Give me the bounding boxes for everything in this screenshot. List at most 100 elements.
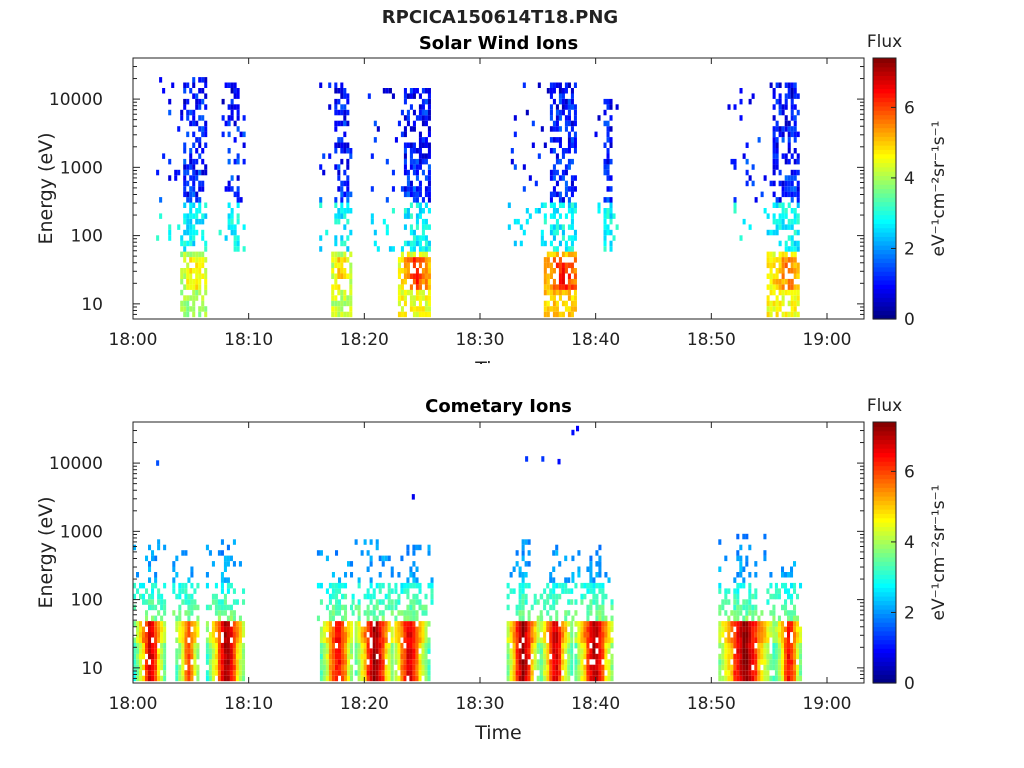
spectrogram-cell [378, 675, 382, 682]
spectrogram-cell [564, 115, 568, 121]
spectrogram-cell [748, 670, 752, 676]
spectrogram-cell [777, 621, 781, 627]
spectrogram-cell [226, 648, 230, 654]
spectrogram-cell [242, 158, 246, 165]
spectrogram-cell [586, 566, 590, 572]
spectrogram-cell [205, 544, 209, 551]
spectrogram-cell [778, 169, 782, 176]
spectrogram-cell [349, 306, 353, 312]
spectrogram-cell [154, 675, 158, 682]
spectrogram-cell [606, 197, 610, 203]
spectrogram-cell [790, 82, 794, 88]
spectrogram-cell [196, 626, 200, 633]
spectrogram-cell [322, 637, 326, 643]
spectrogram-cell [242, 626, 246, 633]
spectrogram-cell [598, 653, 602, 660]
spectrogram-cell [515, 626, 519, 633]
spectrogram-cell [787, 93, 791, 99]
spectrogram-cell [340, 306, 344, 312]
spectrogram-cell [227, 82, 231, 88]
spectrogram-cell [418, 153, 422, 159]
spectrogram-cell [512, 653, 516, 660]
spectrogram-cell [236, 235, 240, 241]
spectrogram-cell [537, 82, 541, 88]
spectrogram-cell [205, 659, 209, 665]
spectrogram-cell [331, 582, 335, 589]
spectrogram-cell [790, 278, 794, 285]
spectrogram-cell [739, 675, 743, 682]
spectrogram-cell [736, 533, 740, 540]
spectrogram-cell [201, 300, 205, 307]
spectrogram-cell [546, 251, 550, 258]
spectrogram-cell [184, 675, 188, 682]
spectrogram-cell [343, 109, 347, 116]
spectrogram-cell [742, 566, 746, 572]
colorbar-segment [873, 435, 896, 440]
spectrogram-cell [718, 675, 722, 682]
spectrogram-cell [561, 588, 565, 594]
spectrogram-cell [718, 539, 722, 545]
spectrogram-cell [549, 137, 553, 143]
spectrogram-cell [533, 593, 537, 600]
spectrogram-cell [331, 300, 335, 307]
spectrogram-cell [226, 577, 230, 583]
spectrogram-cell [552, 175, 556, 181]
spectrogram-cell [424, 621, 428, 627]
spectrogram-cell [415, 610, 419, 616]
spectrogram-cell [227, 218, 231, 225]
spectrogram-cell [403, 153, 407, 159]
spectrogram-cell [574, 621, 578, 627]
spectrogram-cell [397, 572, 401, 578]
colorbar-segment [873, 214, 896, 220]
spectrogram-cell [349, 284, 353, 290]
spectrogram-cell [598, 588, 602, 594]
spectrogram-cell [540, 670, 544, 676]
spectrogram-cell [349, 153, 353, 159]
spectrogram-cell [381, 637, 385, 643]
spectrogram-cell [793, 104, 797, 110]
spectrogram-cell [760, 648, 764, 654]
spectrogram-cell [226, 544, 230, 551]
spectrogram-cell [524, 632, 528, 638]
spectrogram-cell [415, 311, 419, 318]
spectrogram-cell [343, 88, 347, 94]
spectrogram-cell [784, 208, 788, 214]
spectrogram-cell [187, 593, 191, 600]
spectrogram-cell [403, 131, 407, 138]
spectrogram-cell [506, 632, 510, 638]
spectrogram-cell [343, 115, 347, 121]
spectrogram-cell [739, 561, 743, 567]
spectrogram-cell [334, 98, 338, 105]
spectrogram-cell [350, 632, 354, 638]
spectrogram-cell [366, 621, 370, 627]
spectrogram-cell [521, 582, 525, 589]
spectrogram-cell [196, 642, 200, 649]
spectrogram-cell [772, 593, 776, 600]
spectrogram-cell [394, 653, 398, 660]
spectrogram-cell [363, 632, 367, 638]
spectrogram-cell [192, 175, 196, 181]
spectrogram-cell [598, 582, 602, 589]
spectrogram-cell [727, 626, 731, 633]
spectrogram-cell [338, 621, 342, 627]
spectrogram-cell [784, 186, 788, 192]
spectrogram-cell [598, 610, 602, 616]
spectrogram-cell [148, 632, 152, 638]
spectrogram-cell [186, 224, 190, 230]
spectrogram-cell [760, 659, 764, 665]
spectrogram-cell [409, 615, 413, 622]
spectrogram-cell [335, 664, 339, 671]
spectrogram-cell [319, 648, 323, 654]
spectrogram-cell [418, 191, 422, 198]
spectrogram-cell [157, 621, 161, 627]
colorbar-segment [873, 482, 896, 488]
spectrogram-cell [344, 632, 348, 638]
spectrogram-cell [586, 659, 590, 665]
spectrogram-cell [781, 137, 785, 143]
spectrogram-cell [154, 555, 158, 562]
spectrogram-cell [343, 213, 347, 219]
spectrogram-cell [226, 615, 230, 622]
spectrogram-cell [325, 626, 329, 633]
spectrogram-cell [736, 653, 740, 660]
spectrogram-cell [597, 115, 601, 121]
